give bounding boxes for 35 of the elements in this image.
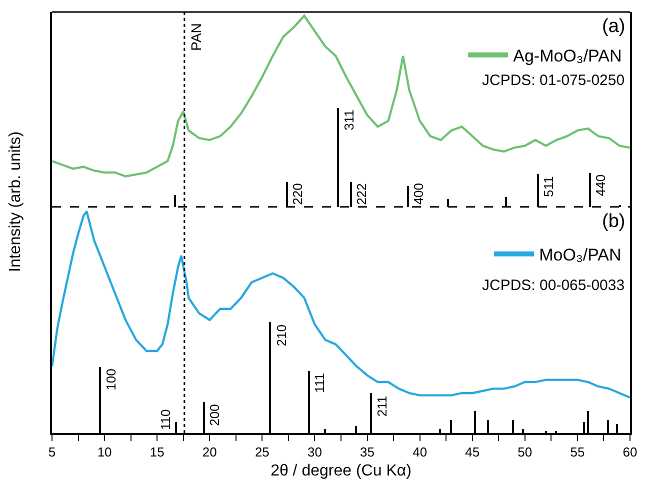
x-tick-label: 20 <box>202 444 217 460</box>
legend-label: MoO₃/PAN <box>539 245 622 264</box>
annotation: 210 <box>274 324 289 346</box>
bar <box>174 195 176 207</box>
x-tick-label: 15 <box>150 444 164 460</box>
x-tick-label: 35 <box>360 444 375 460</box>
annotation: 222 <box>354 183 370 205</box>
legend-label: Ag-MoO₃/PAN <box>513 46 622 66</box>
annotation: 200 <box>206 404 222 426</box>
annotation: 211 <box>374 396 390 417</box>
annotation: JCPDS: 01-075-0250 <box>482 72 625 89</box>
annotation: 100 <box>103 368 118 390</box>
annotation: 220 <box>290 183 305 205</box>
x-tick-label: 10 <box>97 444 112 460</box>
x-tick-label: 55 <box>570 444 585 460</box>
x-tick-label: 45 <box>465 444 480 460</box>
annotation: 311 <box>341 110 356 130</box>
ref-line-label: PAN <box>188 23 204 51</box>
annotation: 440 <box>593 174 608 196</box>
annotation: 111 <box>312 373 328 393</box>
x-tick-label: 5 <box>48 444 56 460</box>
bar <box>407 186 409 207</box>
x-tick-label: 60 <box>622 444 638 460</box>
x-axis-title: 2θ / degree (Cu Kα) <box>270 462 412 480</box>
x-tick-label: 30 <box>307 444 322 460</box>
x-tick-label: 50 <box>518 444 532 460</box>
annotation: JCPDS: 00-065-0033 <box>482 277 625 294</box>
x-tick-label: 25 <box>254 444 270 460</box>
annotation: (b) <box>602 211 626 232</box>
x-tick-label: 40 <box>412 444 428 460</box>
y-axis-title: Intensity (arb. units) <box>7 131 24 272</box>
annotation: (a) <box>602 16 626 37</box>
annotation: 110 <box>158 409 174 430</box>
annotation: 400 <box>410 182 426 205</box>
annotation: 511 <box>541 176 556 198</box>
